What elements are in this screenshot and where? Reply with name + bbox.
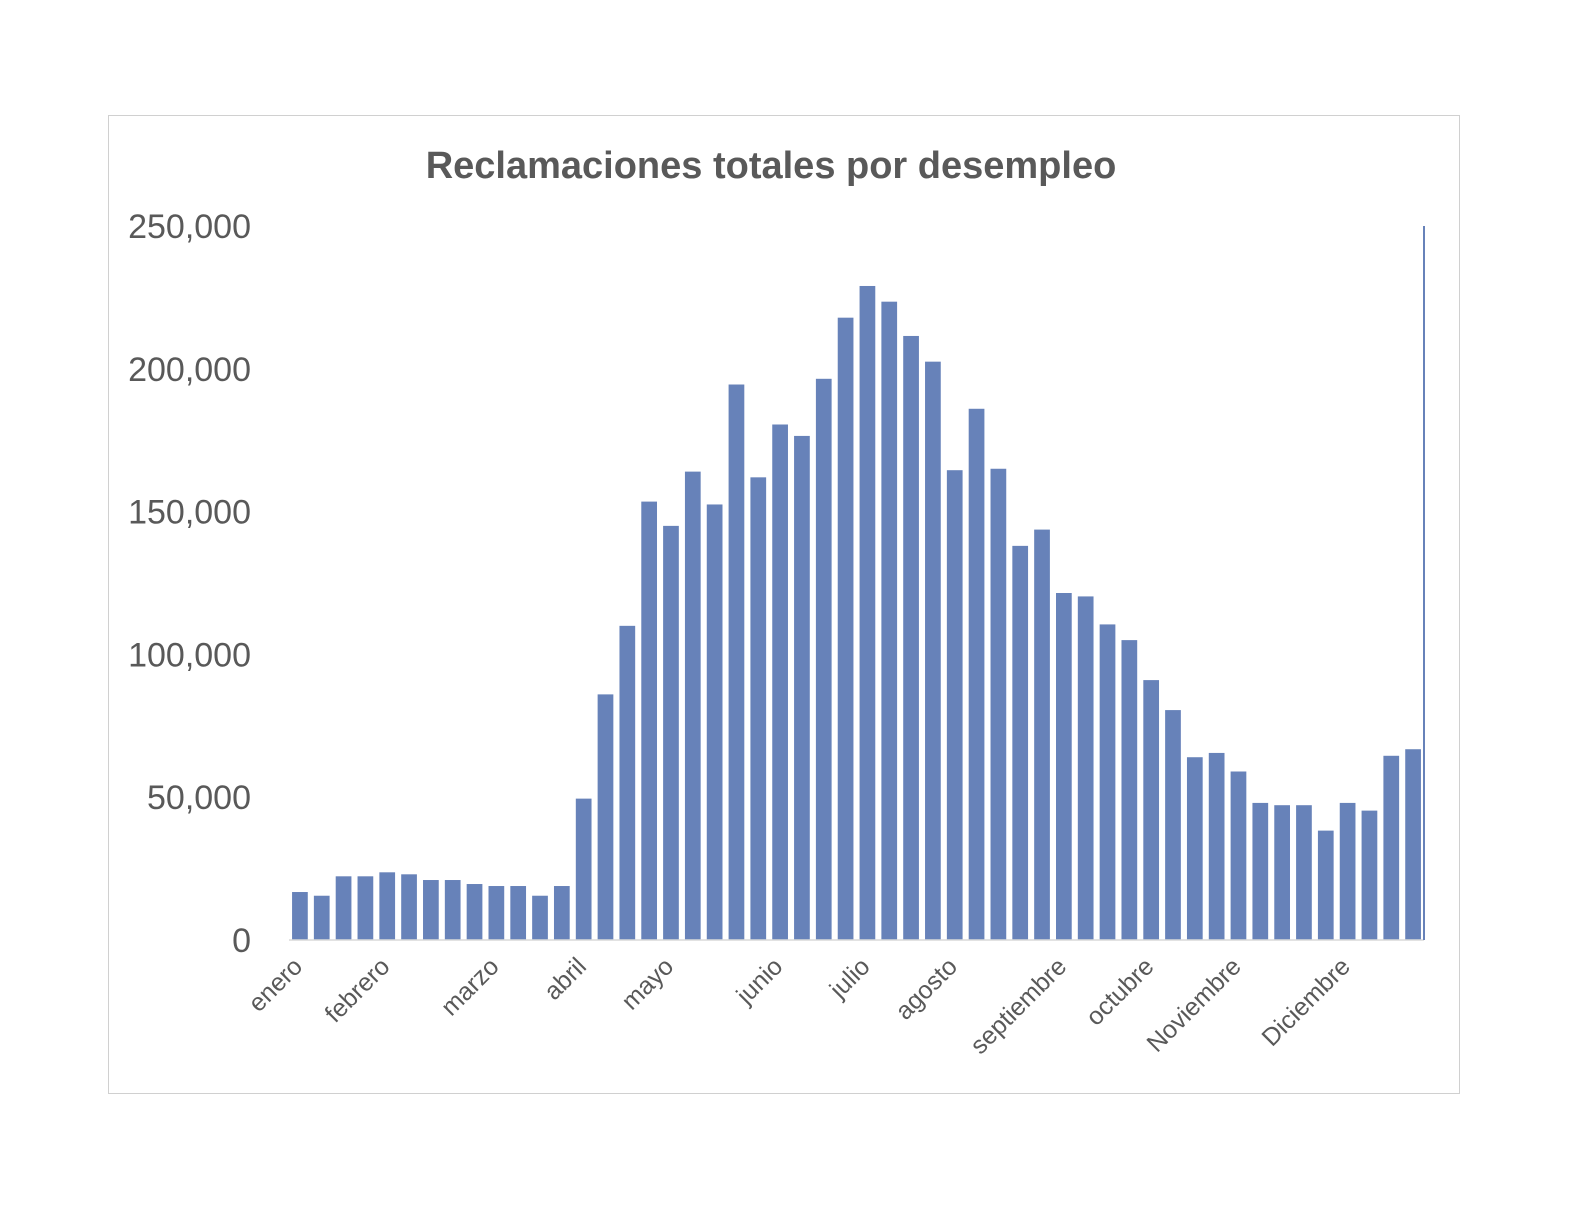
x-tick-label: julio: [824, 952, 876, 1004]
bar: [706, 504, 723, 940]
bar: [1165, 710, 1181, 940]
bar: [1056, 593, 1072, 940]
bar: [1012, 545, 1029, 940]
bar: [990, 468, 1007, 940]
x-tick-label: septiembre: [965, 952, 1072, 1059]
bar: [379, 872, 396, 940]
bar: [1296, 805, 1312, 940]
unemployment-claims-chart: Reclamaciones totales por desempleo 0 50,…: [128, 145, 1425, 1060]
bar: [1099, 624, 1116, 940]
bar: [466, 884, 483, 940]
x-tick-label: marzo: [436, 952, 505, 1021]
y-tick-label: 200,000: [128, 351, 251, 389]
x-tick-label: febrero: [320, 952, 396, 1028]
x-tick-label: mayo: [616, 952, 679, 1015]
bar: [946, 470, 963, 940]
bar: [968, 408, 985, 940]
bar: [553, 886, 570, 940]
bar: [1339, 802, 1356, 940]
bar: [881, 301, 898, 940]
chart-title: Reclamaciones totales por desempleo: [426, 145, 1117, 187]
bars-group: [292, 285, 1421, 940]
bar: [575, 798, 592, 940]
bar: [619, 625, 636, 940]
bar: [335, 876, 352, 940]
bar: [728, 384, 745, 940]
bar: [1143, 680, 1160, 940]
bar: [313, 895, 330, 940]
bar: [925, 361, 941, 940]
x-tick-label: Diciembre: [1256, 952, 1355, 1051]
bar: [1034, 529, 1050, 940]
bar: [597, 694, 614, 940]
y-tick-label: 150,000: [128, 494, 251, 532]
bar: [532, 895, 548, 940]
x-tick-label: Noviembre: [1141, 952, 1246, 1057]
x-tick-label: enero: [243, 952, 308, 1017]
y-tick-label: 100,000: [128, 636, 251, 674]
bar: [1208, 752, 1225, 940]
y-tick-label: 0: [232, 922, 251, 960]
y-tick-label: 250,000: [128, 208, 251, 246]
bar: [837, 317, 854, 940]
bar: [444, 880, 461, 940]
bar: [1077, 596, 1094, 940]
x-tick-label: octubre: [1081, 952, 1160, 1031]
bar: [1405, 749, 1421, 940]
bar: [684, 471, 701, 940]
y-axis-ticks: 0 50,000 100,000 150,000 200,000 250,000: [128, 208, 251, 960]
bar: [510, 886, 527, 940]
y-tick-label: 50,000: [147, 779, 251, 817]
bar: [1383, 755, 1400, 940]
bar: [903, 335, 919, 940]
x-tick-label: agosto: [890, 952, 963, 1025]
bar: [641, 501, 658, 940]
bar: [663, 525, 679, 940]
bar: [357, 876, 374, 940]
bar: [794, 435, 810, 940]
bar: [1121, 640, 1138, 940]
x-tick-label: abril: [539, 952, 592, 1005]
bar: [1317, 830, 1334, 940]
bar: [423, 880, 439, 940]
bar: [750, 477, 767, 940]
bar: [292, 892, 308, 940]
bar: [1252, 802, 1269, 940]
bar: [488, 886, 505, 940]
bar: [1361, 810, 1378, 940]
x-axis-ticks: enero febrero marzo abril mayo junio julio agos…: [243, 952, 1356, 1059]
bar: [815, 378, 832, 940]
bar: [772, 424, 788, 940]
x-tick-label: junio: [730, 952, 788, 1010]
bar: [401, 874, 417, 940]
chart-frame: Reclamaciones totales por desempleo 0 50,…: [108, 115, 1460, 1094]
bar: [1274, 805, 1290, 940]
bar: [1230, 771, 1247, 940]
bar: [859, 285, 876, 940]
bar: [1186, 757, 1203, 940]
